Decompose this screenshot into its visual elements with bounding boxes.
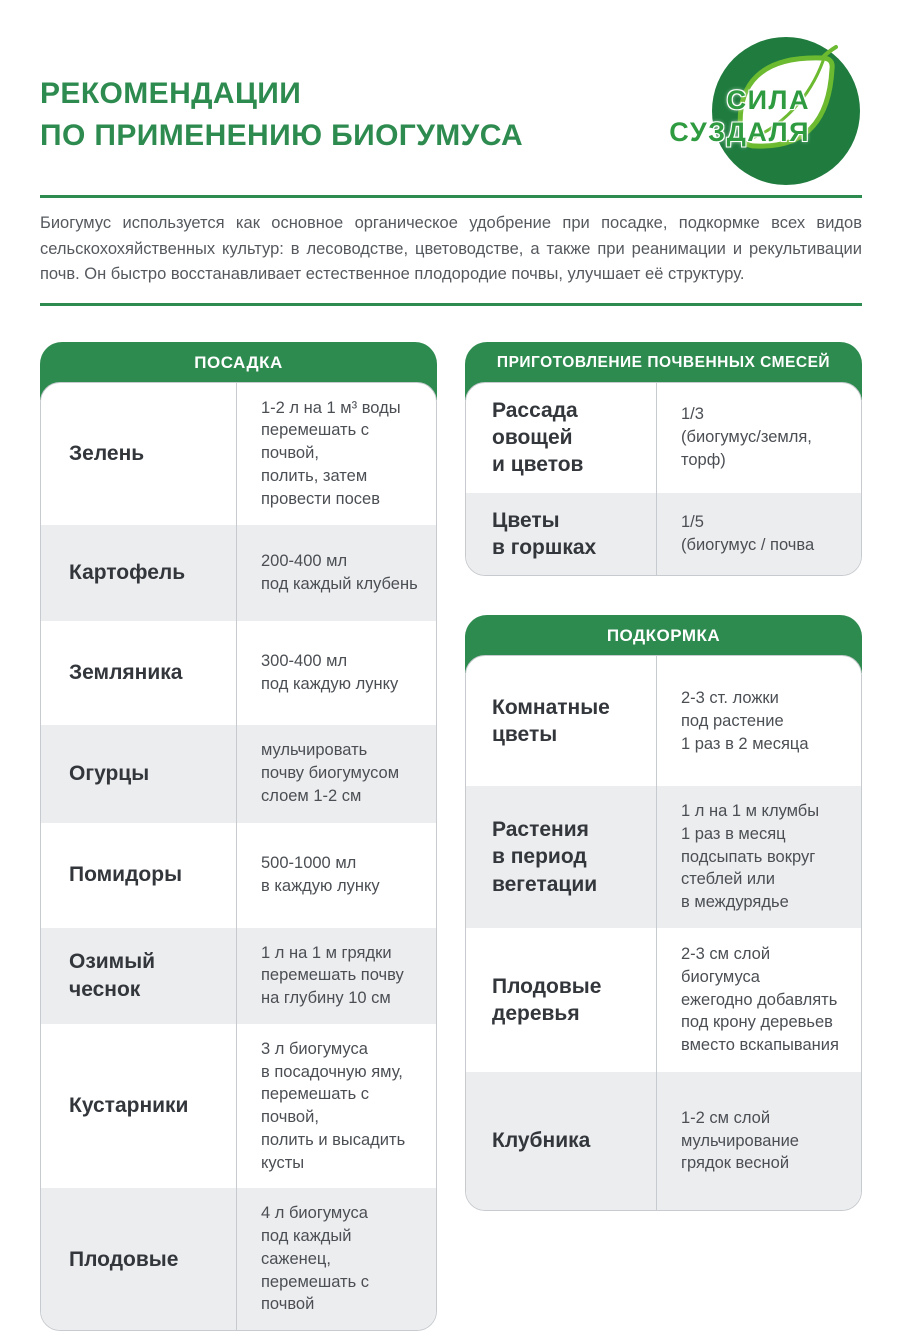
tables-area: ПОСАДКА Зелень 1-2 л на 1 м³ воды переме… bbox=[0, 306, 900, 1331]
table-row: Картофель 200-400 мл под каждый клубень bbox=[41, 524, 436, 621]
page-title-line1: РЕКОМЕНДАЦИИ bbox=[40, 77, 302, 110]
page-title: РЕКОМЕНДАЦИИ ПО ПРИМЕНЕНИЮ БИОГУМУСА bbox=[40, 73, 523, 157]
intro-paragraph: Биогумус используется как основное орган… bbox=[40, 214, 862, 284]
row-value: 1/3 (биогумус/земля, торф) bbox=[656, 382, 861, 493]
brand-name: СИЛА СУЗДАЛЯ bbox=[669, 85, 810, 149]
row-value: 1-2 см слой мульчирование грядок весной bbox=[656, 1072, 861, 1210]
table-row: Кустарники 3 л биогумуса в посадочную ям… bbox=[41, 1023, 436, 1189]
row-label: Озимый чеснок bbox=[69, 950, 156, 1001]
table-row: Помидоры 500-1000 мл в каждую лунку bbox=[41, 822, 436, 928]
brand-logo: СИЛА СУЗДАЛЯ bbox=[630, 35, 862, 187]
row-value: 300-400 мл под каждую лунку bbox=[236, 620, 436, 725]
row-label: Земляника bbox=[69, 660, 183, 684]
row-value: 1-2 л на 1 м³ воды перемешать с почвой, … bbox=[236, 382, 436, 525]
row-label: Цветы в горшках bbox=[492, 508, 597, 559]
row-value: 1 л на 1 м грядки перемешать почву на гл… bbox=[236, 927, 436, 1024]
divider-bottom bbox=[40, 302, 862, 306]
podkormka-table-body: Комнатные цветы 2-3 ст. ложки под растен… bbox=[465, 655, 862, 1211]
left-column: ПОСАДКА Зелень 1-2 л на 1 м³ воды переме… bbox=[40, 341, 437, 1331]
leaf-in-circle-icon bbox=[712, 37, 860, 185]
page-header: РЕКОМЕНДАЦИИ ПО ПРИМЕНЕНИЮ БИОГУМУСА СИЛ… bbox=[0, 0, 900, 187]
row-value: мульчировать почву биогумусом слоем 1-2 … bbox=[236, 724, 436, 823]
posadka-table-body: Зелень 1-2 л на 1 м³ воды перемешать с п… bbox=[40, 381, 437, 1331]
row-label: Комнатные цветы bbox=[492, 695, 610, 747]
row-value: 3 л биогумуса в посадочную яму, перемеша… bbox=[236, 1023, 436, 1189]
table-row: Плодовые деревья 2-3 см слой биогумуса е… bbox=[466, 928, 861, 1072]
posadka-table: ПОСАДКА Зелень 1-2 л на 1 м³ воды переме… bbox=[40, 341, 437, 1331]
row-value: 1 л на 1 м клумбы 1 раз в месяц подсыпат… bbox=[656, 786, 861, 928]
row-label: Растения в период вегетации bbox=[492, 818, 598, 896]
row-label: Зелень bbox=[69, 441, 145, 465]
table-row: Цветы в горшках 1/5 (биогумус / почва bbox=[466, 492, 861, 576]
table-row: Плодовые 4 л биогумуса под каждый сажене… bbox=[41, 1188, 436, 1331]
brand-name-line2: СУЗДАЛЯ bbox=[669, 116, 810, 147]
table-row: Огурцы мульчировать почву биогумусом сло… bbox=[41, 724, 436, 823]
page-title-line2: ПО ПРИМЕНЕНИЮ БИОГУМУСА bbox=[40, 119, 524, 152]
row-label: Огурцы bbox=[69, 761, 150, 785]
divider-top bbox=[40, 195, 862, 198]
row-label: Помидоры bbox=[69, 863, 183, 887]
table-row: Зелень 1-2 л на 1 м³ воды перемешать с п… bbox=[41, 382, 436, 525]
brand-name-line1: СИЛА bbox=[726, 85, 810, 115]
row-value: 1/5 (биогумус / почва bbox=[656, 492, 861, 576]
table-row: Рассада овощей и цветов 1/3 (биогумус/зе… bbox=[466, 382, 861, 493]
row-label: Клубника bbox=[492, 1129, 591, 1153]
smesi-table-body: Рассада овощей и цветов 1/3 (биогумус/зе… bbox=[465, 381, 862, 577]
row-label: Картофель bbox=[69, 560, 186, 584]
row-value: 2-3 см слой биогумуса ежегодно добавлять… bbox=[656, 928, 861, 1072]
row-label: Плодовые деревья bbox=[492, 974, 602, 1025]
row-value: 500-1000 мл в каждую лунку bbox=[236, 822, 436, 928]
table-row: Клубника 1-2 см слой мульчирование грядо… bbox=[466, 1072, 861, 1210]
row-value: 2-3 ст. ложки под растение 1 раз в 2 мес… bbox=[656, 656, 861, 787]
smesi-table: ПРИГОТОВЛЕНИЕ ПОЧВЕННЫХ СМЕСЕЙ Рассада о… bbox=[465, 341, 862, 577]
podkormka-table: ПОДКОРМКА Комнатные цветы 2-3 ст. ложки … bbox=[465, 615, 862, 1211]
right-column: ПРИГОТОВЛЕНИЕ ПОЧВЕННЫХ СМЕСЕЙ Рассада о… bbox=[465, 341, 862, 1211]
table-row: Комнатные цветы 2-3 ст. ложки под растен… bbox=[466, 656, 861, 787]
row-label: Рассада овощей и цветов bbox=[492, 398, 584, 477]
table-row: Озимый чеснок 1 л на 1 м грядки перемеша… bbox=[41, 927, 436, 1024]
table-row: Растения в период вегетации 1 л на 1 м к… bbox=[466, 786, 861, 928]
row-label: Кустарники bbox=[69, 1094, 189, 1118]
row-value: 200-400 мл под каждый клубень bbox=[236, 524, 436, 621]
table-row: Земляника 300-400 мл под каждую лунку bbox=[41, 620, 436, 725]
row-value: 4 л биогумуса под каждый саженец, переме… bbox=[236, 1188, 436, 1331]
row-label: Плодовые bbox=[69, 1247, 179, 1271]
